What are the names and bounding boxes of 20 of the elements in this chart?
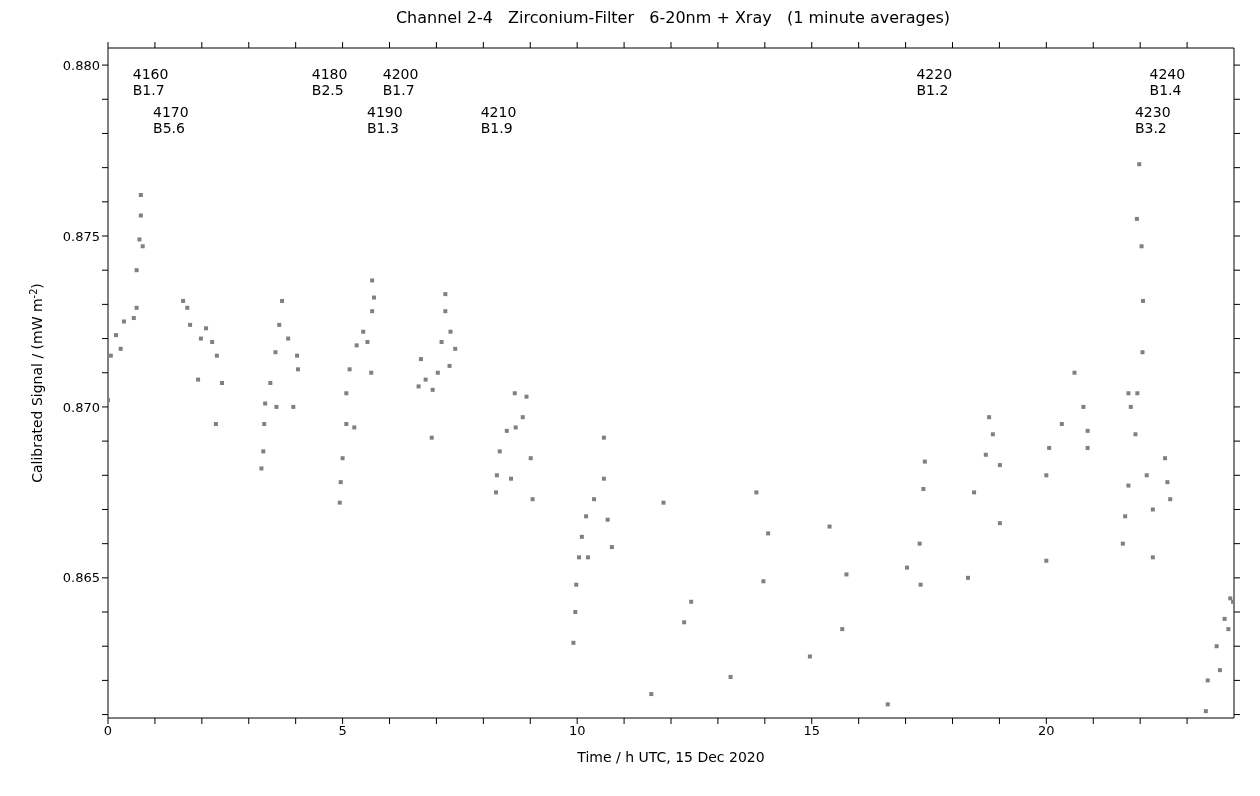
annotation: 4220 B1.2: [916, 66, 953, 98]
annotation: 4210 B1.9: [480, 104, 517, 136]
annotation: 4190 B1.3: [366, 104, 403, 136]
annotation: 4170 B5.6: [153, 104, 189, 136]
annotation: 4200 B1.7: [382, 66, 419, 98]
x-tick-label: 20: [1038, 723, 1055, 739]
y-tick-label: 0.875: [62, 228, 100, 244]
chart-title: Channel 2-4 Zirconium-Filter 6-20nm + Xray (1 minute averages): [394, 8, 952, 29]
y-tick-label: 0.865: [62, 570, 100, 586]
annotation: 4230 B3.2: [1134, 104, 1171, 136]
x-tick-label: 10: [568, 723, 586, 739]
x-tick-label: 5: [338, 723, 347, 739]
annotation: 4160 B1.7: [132, 66, 169, 98]
annotation: 4180 B2.5: [311, 66, 348, 98]
annotation: 4240 B1.4: [1149, 66, 1186, 98]
x-tick-label: 15: [803, 723, 821, 739]
x-tick-label: 0: [103, 723, 113, 739]
y-tick-label: 0.880: [62, 57, 100, 73]
y-tick-label: 0.870: [62, 399, 100, 415]
x-axis-title: Time / h UTC, 15 Dec 2020: [576, 749, 765, 765]
